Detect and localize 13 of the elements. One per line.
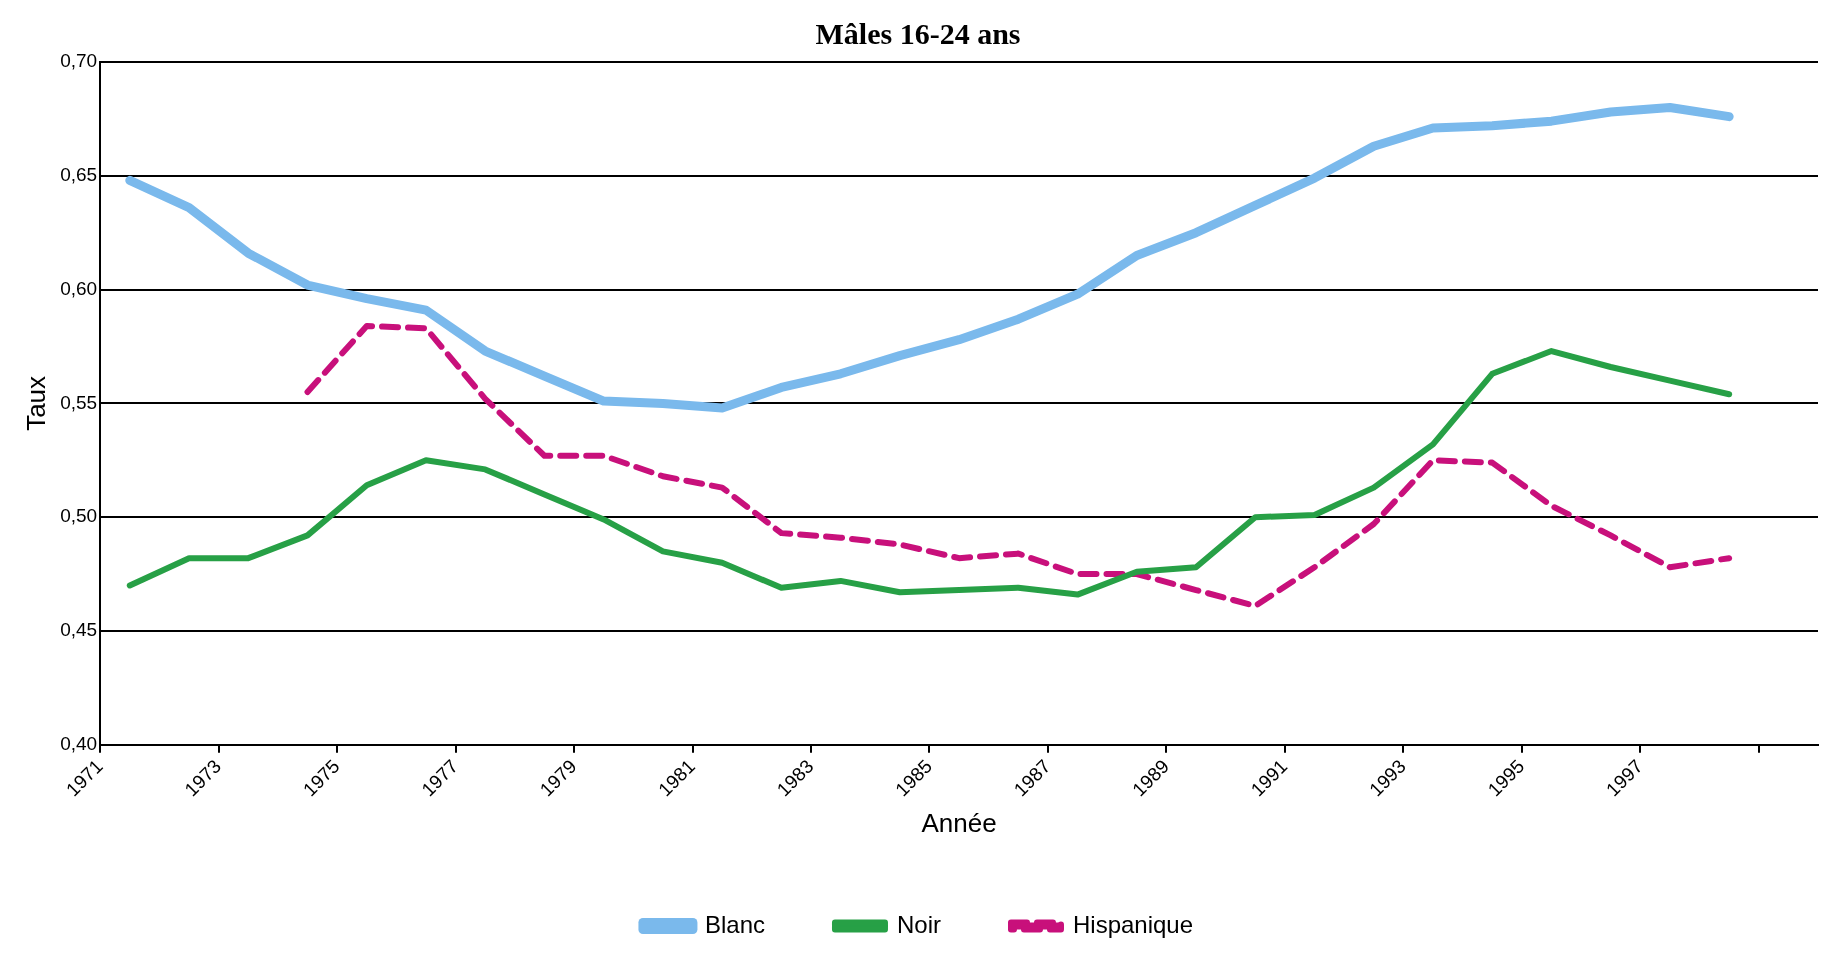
- legend-label: Noir: [896, 910, 941, 938]
- y-tick-label: 0,70: [60, 50, 98, 72]
- y-tick-label: 0,60: [60, 277, 98, 299]
- x-axis-title: Année: [921, 807, 997, 838]
- y-tick-label: 0,45: [60, 619, 98, 641]
- y-tick-label: 0,40: [60, 733, 98, 755]
- y-tick-label: 0,55: [60, 391, 98, 413]
- legend-label: Blanc: [704, 910, 765, 938]
- y-tick-label: 0,50: [60, 505, 98, 527]
- legend-label: Hispanique: [1072, 910, 1194, 938]
- y-axis-title: Taux: [20, 375, 51, 431]
- y-tick-label: 0,65: [60, 164, 98, 186]
- chart-title: Mâles 16-24 ans: [815, 16, 1021, 50]
